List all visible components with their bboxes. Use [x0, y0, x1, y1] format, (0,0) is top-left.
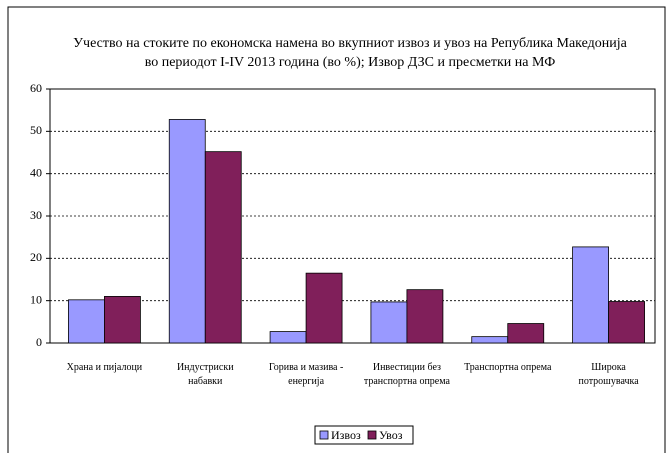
bar [204, 151, 242, 344]
legend-swatch [367, 430, 377, 440]
y-tick-label: 0 [36, 335, 42, 349]
bar [68, 299, 105, 344]
y-tick-label: 50 [30, 123, 42, 137]
x-tick-label: Широка потрошувачка [578, 362, 639, 387]
x-tick-label: Индустриски набавки [176, 362, 234, 387]
legend-label: Извоз [331, 428, 361, 442]
bar [406, 289, 444, 344]
legend-box [314, 425, 414, 445]
x-tick-label: Транспортна опрема [464, 362, 552, 373]
y-tick-label: 60 [30, 81, 42, 95]
y-tick-label: 40 [30, 165, 42, 179]
bar [370, 301, 408, 344]
bar [168, 119, 206, 344]
x-tick-label: Горива и мазива - енергија [268, 362, 344, 387]
legend-swatch [319, 430, 329, 440]
bar [572, 246, 609, 344]
bar [507, 323, 545, 344]
bar [104, 296, 141, 344]
y-tick-label: 30 [30, 208, 42, 222]
bar [471, 336, 509, 344]
x-tick-label: Храна и пијалоци [66, 362, 143, 373]
legend-label: Увоз [379, 428, 403, 442]
bar [305, 272, 343, 344]
bar [269, 331, 307, 344]
x-tick-label: Инвестиции без транспортна опрема [363, 362, 450, 387]
y-tick-label: 10 [30, 292, 42, 306]
bar [608, 301, 645, 344]
chart-title: Учество на стоките по економска намена в… [73, 36, 627, 70]
y-tick-label: 20 [30, 250, 42, 264]
